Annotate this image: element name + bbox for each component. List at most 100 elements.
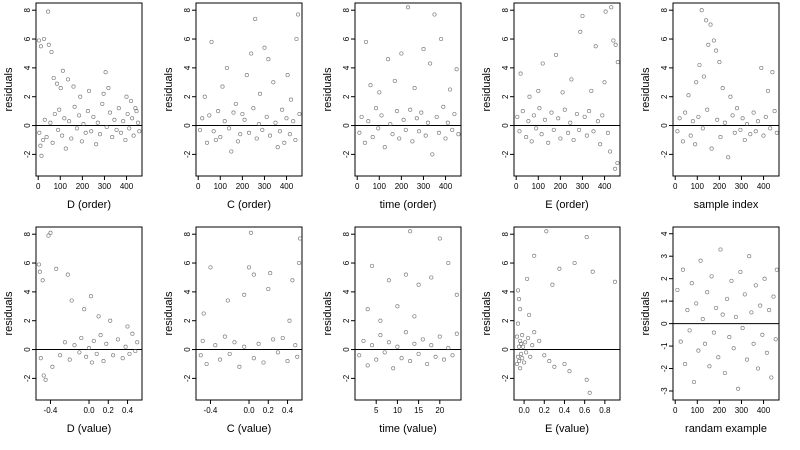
plot-frame xyxy=(513,226,621,401)
data-point xyxy=(56,127,61,132)
data-point xyxy=(566,130,571,135)
data-point xyxy=(218,135,223,140)
data-point xyxy=(602,80,607,85)
data-point xyxy=(368,83,373,88)
data-point xyxy=(520,109,525,114)
data-point xyxy=(130,331,135,336)
y-tick-label: 6 xyxy=(23,36,32,41)
data-point xyxy=(532,330,537,335)
x-tick-label: 0.2 xyxy=(103,406,115,415)
data-point xyxy=(277,129,282,134)
data-point xyxy=(62,340,67,345)
data-point xyxy=(595,119,600,124)
y-tick-label: 8 xyxy=(501,231,510,236)
data-point xyxy=(708,22,713,27)
y-tick-label: -2 xyxy=(342,374,351,382)
y-tick-label: -3 xyxy=(660,387,669,395)
data-point xyxy=(562,107,567,112)
data-point xyxy=(515,354,521,359)
data-point xyxy=(774,267,779,272)
data-point xyxy=(44,135,49,140)
x-tick-label: 20 xyxy=(435,406,444,415)
data-point xyxy=(722,370,727,376)
data-point xyxy=(242,292,247,297)
panel-1: -2 0 2 4 6 8 0 100 200 300 400 D (order) residuals xyxy=(3,2,143,211)
data-point xyxy=(686,93,691,98)
y-tick-label: 2 xyxy=(183,94,192,99)
plot-frame xyxy=(672,226,780,401)
data-point xyxy=(280,107,285,112)
data-point xyxy=(365,307,370,312)
data-point xyxy=(517,129,522,134)
data-point xyxy=(523,340,528,345)
panel-6: -2 0 2 4 6 8 -0.4 0.0 0.2 0.4 D (value) residuals xyxy=(3,226,143,435)
data-point xyxy=(97,132,103,137)
y-tick-label: 0 xyxy=(342,123,351,128)
x-tick-label: 200 xyxy=(554,182,568,191)
data-point xyxy=(436,130,441,135)
data-point xyxy=(539,132,544,137)
data-point xyxy=(96,314,101,319)
data-point xyxy=(522,360,527,365)
data-point xyxy=(694,301,699,306)
data-point xyxy=(574,111,579,117)
data-point xyxy=(399,51,404,56)
data-point xyxy=(63,146,68,151)
data-point xyxy=(49,49,54,55)
data-point xyxy=(722,120,727,125)
y-axis-title: residuals xyxy=(640,291,652,336)
y-tick-label: 2 xyxy=(501,94,510,99)
data-point xyxy=(720,312,725,317)
plot-frame xyxy=(195,2,303,177)
data-point xyxy=(125,111,130,117)
data-point xyxy=(357,130,362,135)
x-tick-label: 200 xyxy=(76,182,90,191)
data-point xyxy=(362,140,367,145)
data-point xyxy=(95,120,100,125)
x-tick-label: 200 xyxy=(713,182,727,191)
x-tick-label: 400 xyxy=(757,406,771,415)
data-point xyxy=(69,136,74,141)
data-point xyxy=(54,81,60,86)
x-tick-label: 300 xyxy=(735,406,749,415)
data-point xyxy=(572,260,577,266)
data-point xyxy=(287,132,292,137)
data-point xyxy=(759,65,764,70)
data-point xyxy=(514,334,520,339)
data-point xyxy=(542,353,547,358)
data-point xyxy=(558,136,563,141)
data-point xyxy=(524,350,529,355)
y-tick-label: 0 xyxy=(183,123,192,128)
data-point xyxy=(516,297,522,302)
data-point xyxy=(441,357,447,362)
data-point xyxy=(432,12,437,17)
data-point xyxy=(774,130,779,135)
y-tick-label: 0 xyxy=(342,347,351,352)
x-tick-label: 300 xyxy=(98,182,112,191)
data-point xyxy=(515,288,521,293)
data-point xyxy=(736,386,741,391)
data-point xyxy=(760,332,765,337)
data-point xyxy=(613,166,618,171)
data-point xyxy=(702,341,708,346)
data-point xyxy=(112,117,117,122)
data-point xyxy=(680,139,685,144)
data-point xyxy=(439,36,444,42)
x-tick-label: 100 xyxy=(691,182,705,191)
x-tick-label: 100 xyxy=(373,182,387,191)
data-point xyxy=(268,271,273,276)
data-point xyxy=(273,120,278,125)
data-point xyxy=(749,310,754,315)
data-point xyxy=(683,362,688,367)
data-point xyxy=(43,377,48,382)
data-point xyxy=(60,133,65,138)
data-point xyxy=(450,353,455,358)
x-axis-title: sample index xyxy=(694,199,759,211)
data-point xyxy=(699,8,704,13)
data-point xyxy=(227,351,232,356)
data-point xyxy=(454,331,459,336)
data-point xyxy=(525,276,530,281)
data-point xyxy=(50,140,55,145)
x-tick-label: 0.4 xyxy=(559,406,571,415)
data-point xyxy=(222,334,227,339)
